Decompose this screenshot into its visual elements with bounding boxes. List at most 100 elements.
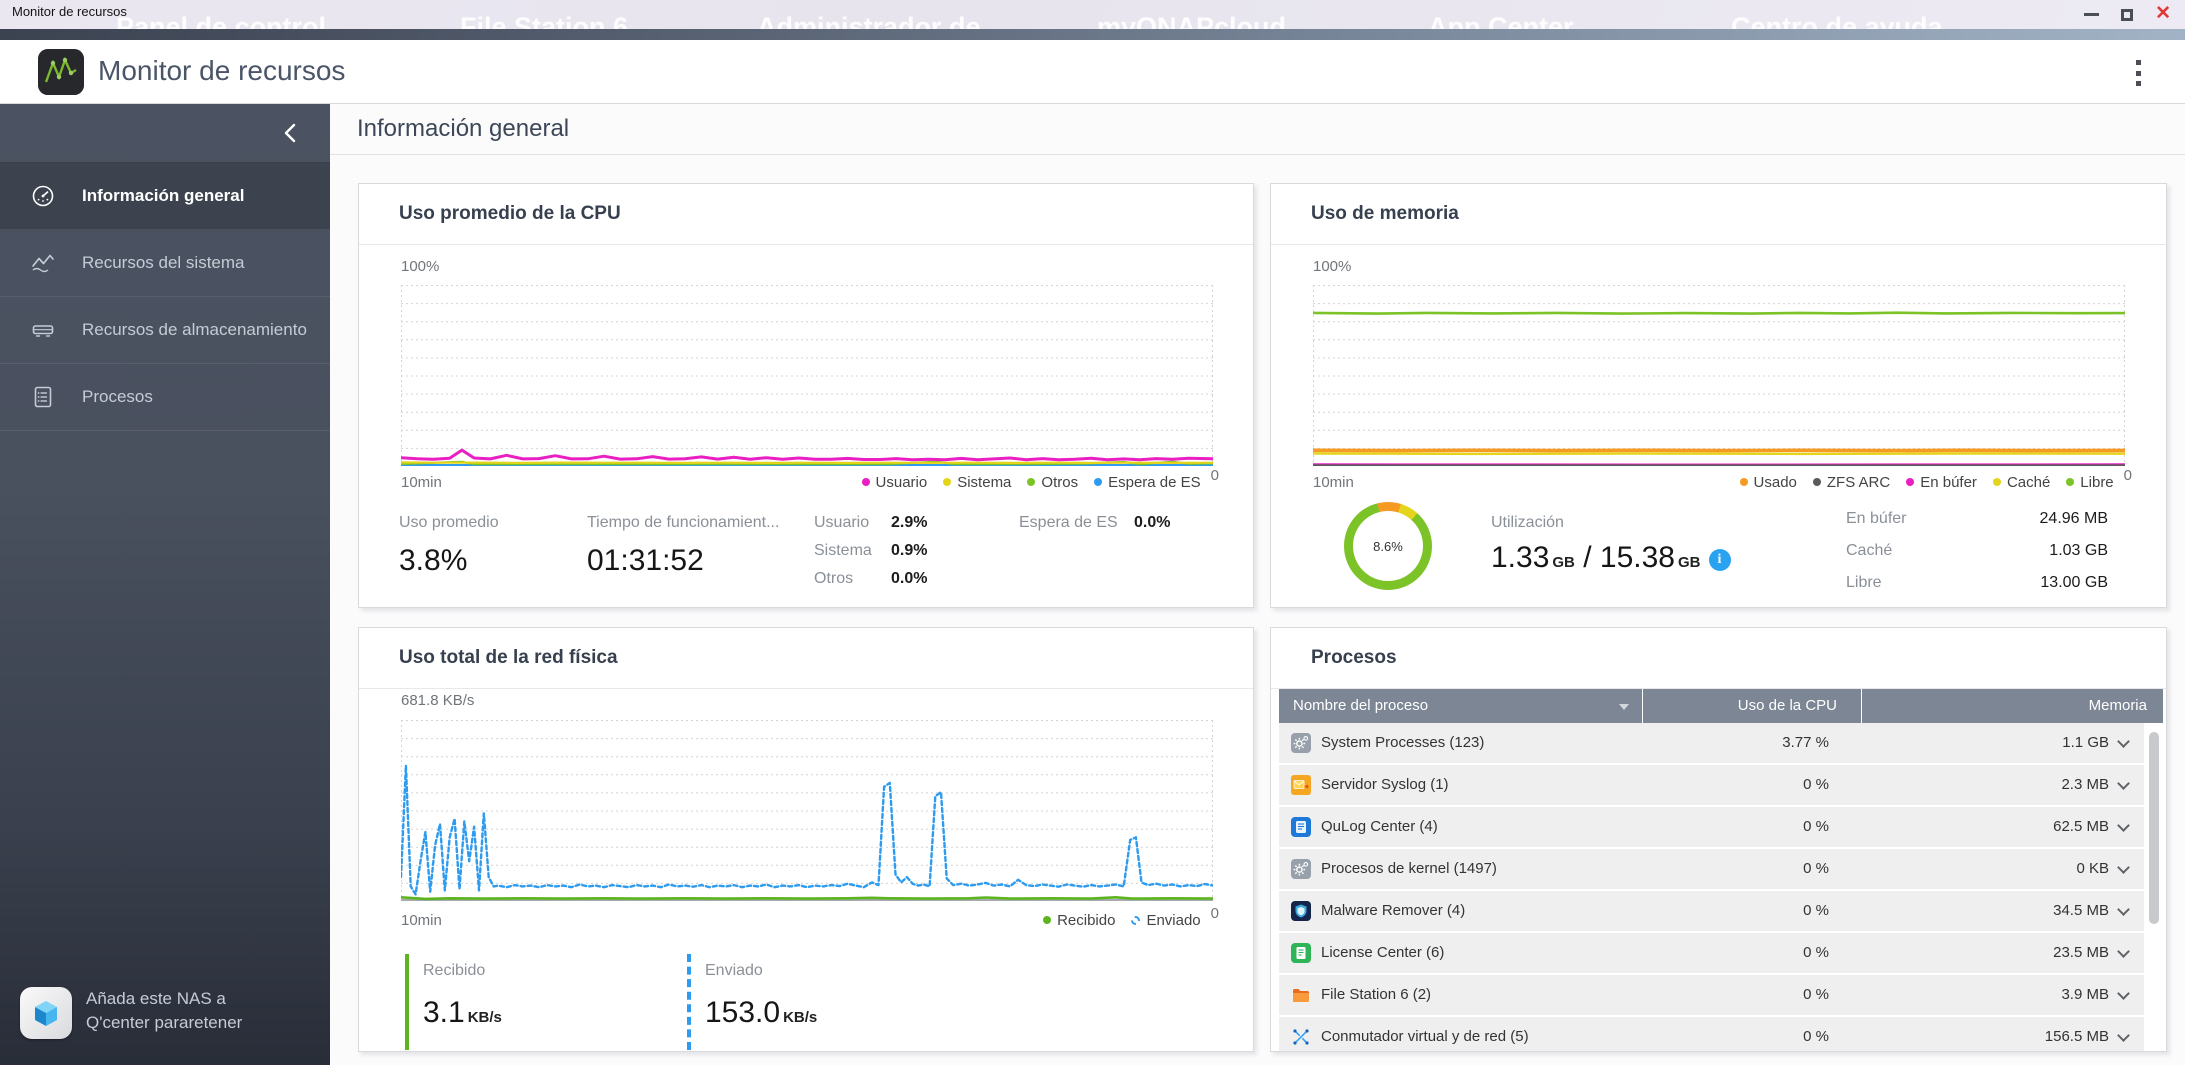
minimize-icon[interactable] [2084,13,2100,16]
cpu-avg-value: 3.8% [399,544,468,577]
process-name: QuLog Center (4) [1321,818,1438,835]
process-name: Malware Remover (4) [1321,902,1466,919]
network-ymax-label: 681.8 KB/s [401,692,475,709]
legend-item-usado[interactable]: Usado [1739,474,1797,491]
process-name: Servidor Syslog (1) [1321,776,1449,793]
legend-item-en-b-fer[interactable]: En búfer [1906,474,1977,491]
qcenter-promo[interactable]: Añada este NAS a Q'center pararetener [0,985,330,1065]
network-legend: Recibido Enviado [1043,912,1201,929]
process-row[interactable]: File Station 6 (2) 0 % 3.9 MB [1279,975,2144,1015]
legend-item-espera-de-es[interactable]: Espera de ES [1094,474,1201,491]
process-row[interactable]: QuLog Center (4) 0 % 62.5 MB [1279,807,2144,847]
sidebar-item-label: Procesos [82,387,153,406]
expand-chevron-icon[interactable] [2117,987,2130,1000]
cpu-system-value: 0.9% [891,542,928,559]
memory-utilization-value: 1.33 GB / 15.38 GB i [1491,541,1731,575]
legend-dot-icon [1812,478,1821,486]
processes-card: Procesos Nombre del proceso Uso de la CP… [1270,627,2167,1052]
close-icon[interactable]: ✕ [2155,3,2171,24]
memory-pair-value: 13.00 GB [2040,574,2108,591]
memory-zero-label: 0 [2123,466,2132,484]
desktop-shortcut-label: Panel de control [116,12,327,29]
legend-item-zfs-arc[interactable]: ZFS ARC [1812,474,1890,491]
cpu-iowait-label: Espera de ES [1019,514,1118,531]
expand-chevron-icon[interactable] [2117,903,2130,916]
process-name: System Processes (123) [1321,734,1485,751]
legend-item-recibido[interactable]: Recibido [1043,912,1115,929]
legend-item-sistema[interactable]: Sistema [943,474,1011,491]
gear-icon [1291,859,1311,879]
legend-item-otros[interactable]: Otros [1027,474,1078,491]
syslog-icon [1291,775,1311,795]
menu-kebab-icon[interactable] [2131,60,2145,86]
cpu-system-label: Sistema [814,542,872,559]
legend-item-cach-[interactable]: Caché [1992,474,2050,491]
column-process-name[interactable]: Nombre del proceso [1293,697,1429,714]
expand-chevron-icon[interactable] [2117,861,2130,874]
info-icon[interactable]: i [1708,549,1731,571]
sidebar-item-recursos-de-almacenamiento[interactable]: Recursos de almacenamiento [0,297,330,364]
network-zero-label: 0 [1210,904,1219,922]
sidebar-item-recursos-del-sistema[interactable]: Recursos del sistema [0,230,330,297]
process-table-header: Nombre del proceso Uso de la CPU Memoria [1279,689,2163,723]
sort-arrow-icon[interactable] [1619,704,1629,710]
window-top-gradient [0,29,2185,40]
process-cpu-value: 0 % [1803,818,1829,835]
processes-card-title: Procesos [1311,647,1397,668]
sidebar-collapse-band [0,104,330,163]
process-name: Procesos de kernel (1497) [1321,860,1497,877]
cpu-xmin-label: 10min [401,473,442,491]
maximize-icon[interactable] [2121,8,2134,21]
sidebar-item-informaci-n-general[interactable]: Información general [0,163,330,230]
memory-ymax-label: 100% [1313,258,1352,275]
legend-item-usuario[interactable]: Usuario [861,474,927,491]
collapse-sidebar-icon[interactable] [278,120,304,146]
cpu-iowait-value: 0.0% [1134,514,1171,531]
legend-dot-icon [1027,478,1036,486]
legend-dot-icon [943,478,952,486]
process-row[interactable]: Malware Remover (4) 0 % 34.5 MB [1279,891,2144,931]
process-name: License Center (6) [1321,944,1445,961]
expand-chevron-icon[interactable] [2117,945,2130,958]
column-memory[interactable]: Memoria [2088,697,2147,714]
process-cpu-value: 0 % [1803,776,1829,793]
legend-dot-icon [861,478,870,486]
process-row[interactable]: Conmutador virtual y de red (5) 0 % 156.5 … [1279,1017,2144,1051]
qcenter-text: Añada este NAS a Q'center pararetener [86,989,243,1032]
expand-chevron-icon[interactable] [2117,1029,2130,1042]
cpu-others-label: Otros [814,570,854,587]
cpu-uptime-value: 01:31:52 [587,544,704,577]
sent-value: 153.0 KB/s [705,996,818,1029]
memory-card-title: Uso de memoria [1311,203,1459,224]
column-cpu-usage[interactable]: Uso de la CPU [1737,697,1837,714]
table-scrollbar-thumb[interactable] [2149,732,2159,924]
sidebar-item-procesos[interactable]: Procesos [0,364,330,431]
expand-chevron-icon[interactable] [2117,735,2130,748]
app-title: Monitor de recursos [98,55,346,86]
legend-dot-icon [1906,478,1915,486]
process-row[interactable]: Servidor Syslog (1) 0 % 2.3 MB [1279,765,2144,805]
cpu-card-title: Uso promedio de la CPU [399,203,621,224]
network-card-title: Uso total de la red física [399,647,618,668]
process-row[interactable]: Procesos de kernel (1497) 0 % 0 KB [1279,849,2144,889]
legend-dot-icon [1131,915,1141,925]
process-row[interactable]: License Center (6) 0 % 23.5 MB [1279,933,2144,973]
expand-chevron-icon[interactable] [2117,819,2130,832]
legend-item-enviado[interactable]: Enviado [1131,912,1201,929]
desktop-shortcut-label: App Center [1428,12,1574,29]
resource-monitor-app-icon [38,49,84,95]
app-header: Monitor de recursos [0,40,2185,104]
desktop-shortcut-label: File Station 6 [460,12,629,29]
cpu-legend: Usuario Sistema Otros Espera de ES [861,474,1201,491]
expand-chevron-icon[interactable] [2117,777,2130,790]
gear-icon [1291,733,1311,753]
window-title-bar: Monitor de recursos Panel de control File… [0,0,2185,29]
legend-item-libre[interactable]: Libre [2066,474,2114,491]
memory-donut-percent: 8.6% [1373,538,1403,554]
gauge-icon [30,183,56,209]
cpu-user-value: 2.9% [891,514,928,531]
cpu-chart [401,285,1213,466]
process-row[interactable]: System Processes (123) 3.77 % 1.1 GB [1279,723,2144,763]
network-chart [401,720,1213,901]
